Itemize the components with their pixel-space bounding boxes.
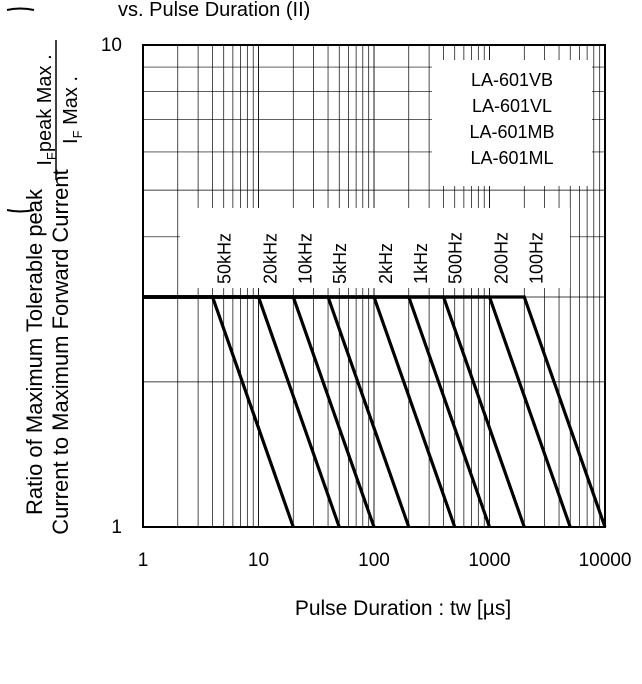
- paren-right: [6, 7, 35, 11]
- x-tick-label: 10: [248, 550, 269, 571]
- plot-frame: [142, 44, 606, 528]
- chart-title: vs. Pulse Duration (II): [118, 0, 310, 21]
- x-tick-labels: 1 10 100 1000 10000: [138, 550, 632, 571]
- series-lines: [143, 295, 607, 528]
- x-tick-label: 10000: [579, 550, 632, 571]
- y-tick-label: 1: [111, 517, 122, 538]
- x-tick-label: 1: [138, 550, 149, 571]
- legend-item: LA-601VL: [472, 96, 552, 116]
- y-tick-labels: 10 1: [101, 35, 122, 538]
- legend-item: LA-601MB: [469, 122, 554, 142]
- frequency-label: 2kHz: [376, 243, 396, 284]
- frequency-label: 5kHz: [330, 243, 350, 284]
- frequency-label: 50kHz: [215, 233, 235, 284]
- x-tick-label: 100: [358, 550, 390, 571]
- frequency-label: 200Hz: [492, 232, 512, 284]
- frequency-label: 10kHz: [295, 233, 315, 284]
- legend: LA-601VB LA-601VL LA-601MB LA-601ML: [469, 70, 554, 168]
- series-line: [143, 295, 492, 528]
- legend-item: LA-601VB: [471, 70, 553, 90]
- y-axis-label-line1: Ratio of Maximum Tolerable peak: [22, 188, 47, 515]
- frequency-label: 500Hz: [446, 232, 466, 284]
- fraction-numerator: IFpeak Max .: [34, 54, 59, 165]
- series-line: [143, 295, 607, 528]
- frequency-label: 100Hz: [526, 232, 546, 284]
- y-axis-label: Ratio of Maximum Tolerable peak Current …: [22, 169, 73, 535]
- frequency-label: 20kHz: [261, 233, 281, 284]
- frequency-labels: 50kHz 20kHz 10kHz 5kHz 2kHz 1kHz 500Hz 200Hz 100…: [215, 232, 547, 284]
- series-line: [143, 295, 341, 528]
- frequency-label: 1kHz: [411, 243, 431, 284]
- frequency-label-strip: [180, 208, 570, 288]
- legend-box: [432, 60, 592, 186]
- fraction-denominator: IF Max .: [60, 76, 85, 144]
- y-axis-fraction: IFpeak Max . IF Max .: [6, 7, 85, 213]
- x-tick-label: 1000: [468, 550, 510, 571]
- series-line: [143, 295, 572, 528]
- legend-item: LA-601ML: [470, 148, 553, 168]
- x-axis-label: Pulse Duration : tw [µs]: [295, 597, 511, 620]
- y-tick-label: 10: [101, 35, 122, 56]
- paren-left: [6, 209, 35, 213]
- y-axis-label-line2: Current to Maximum Forward Current: [48, 169, 73, 535]
